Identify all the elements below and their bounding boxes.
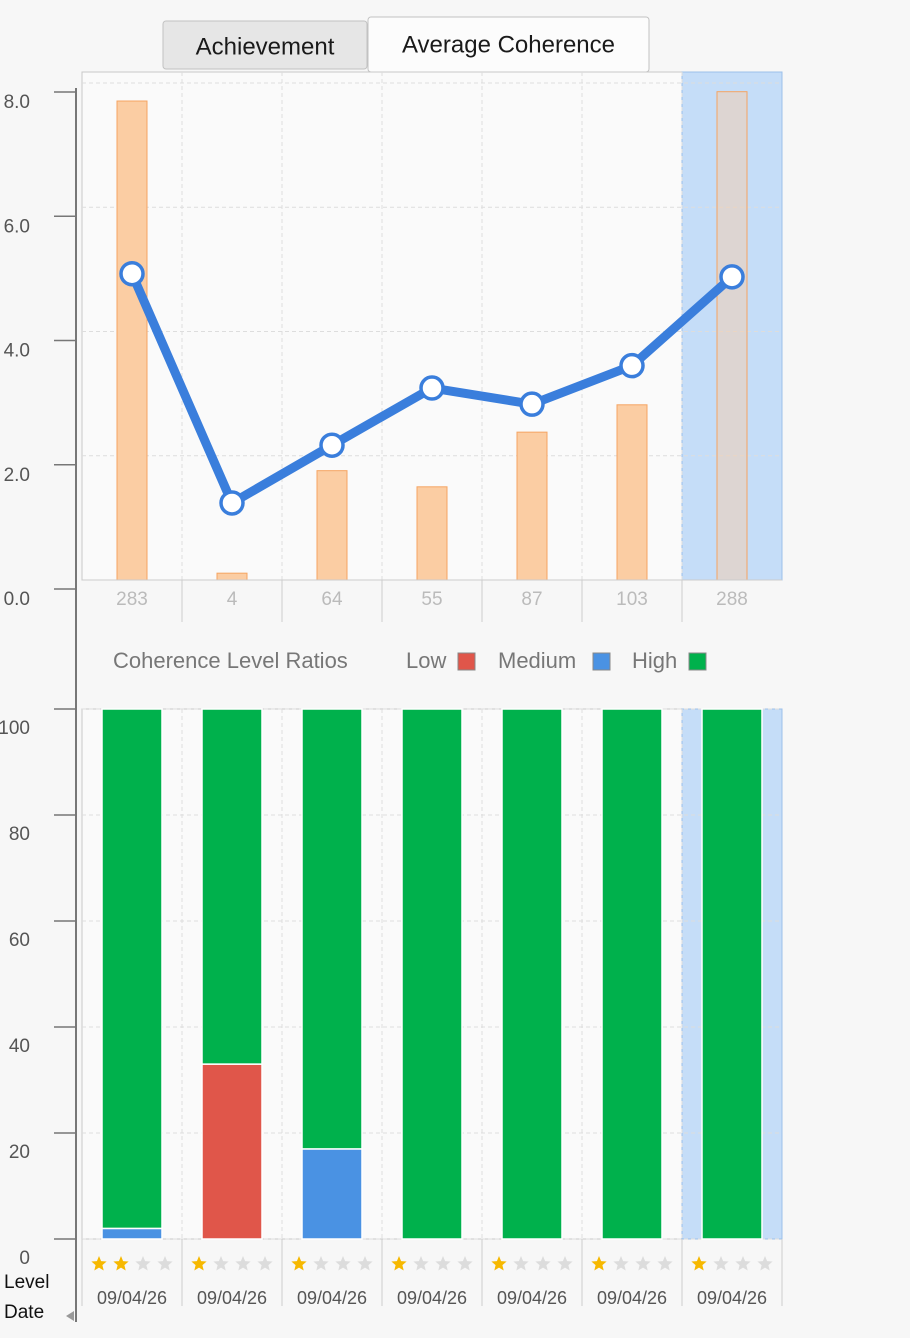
star-filled (591, 1256, 607, 1271)
star-empty (635, 1256, 651, 1271)
line-point (219, 490, 245, 516)
star-empty (613, 1256, 629, 1271)
collapse-arrow[interactable] (66, 1311, 74, 1321)
star-empty (135, 1256, 151, 1271)
line-point (719, 264, 745, 290)
line-point (319, 432, 345, 458)
bar-segment (101, 1227, 163, 1240)
line-point (519, 391, 545, 417)
date-label: 09/04/26 (697, 1288, 767, 1308)
bar-segment (201, 1063, 263, 1240)
star-filled (691, 1256, 707, 1271)
bar-segment (401, 708, 463, 1240)
star-empty (413, 1256, 429, 1271)
line-point (419, 375, 445, 401)
tab-label[interactable]: Achievement (196, 33, 335, 60)
star-empty (735, 1256, 751, 1271)
date-label: 09/04/26 (397, 1288, 467, 1308)
date-label: 09/04/26 (197, 1288, 267, 1308)
star-filled (191, 1256, 207, 1271)
date-label: 09/04/26 (297, 1288, 367, 1308)
star-empty (313, 1256, 329, 1271)
y-tick-label: 0.0 (4, 589, 30, 610)
date-label: 09/04/26 (497, 1288, 567, 1308)
star-empty (757, 1256, 773, 1271)
star-filled (91, 1256, 107, 1271)
bar (516, 431, 548, 581)
bar-segment (301, 1148, 363, 1240)
y-tick-label: 4.0 (4, 341, 30, 362)
bar-segment (601, 708, 663, 1240)
line-point (119, 260, 145, 287)
star-empty (513, 1256, 529, 1271)
star-empty (557, 1256, 573, 1271)
star-empty (157, 1256, 173, 1271)
legend-swatch (457, 652, 476, 671)
y-tick-label: 100 (0, 718, 30, 739)
star-empty (335, 1256, 351, 1271)
star-empty (657, 1256, 673, 1271)
legend-label[interactable]: Medium (498, 648, 576, 673)
bar (616, 404, 648, 581)
star-empty (457, 1256, 473, 1271)
star-empty (435, 1256, 451, 1271)
x-tick-label: 55 (421, 589, 442, 610)
y-tick-label: 2.0 (4, 465, 30, 486)
bar (116, 100, 148, 581)
bar-segment (101, 708, 163, 1230)
star-filled (491, 1256, 507, 1271)
y-tick-label: 20 (9, 1142, 30, 1163)
star-empty (235, 1256, 251, 1271)
y-tick-label: 8.0 (4, 92, 30, 113)
legend-swatch (592, 652, 611, 671)
date-label: 09/04/26 (97, 1288, 167, 1308)
x-tick-label: 288 (716, 589, 748, 610)
legend-label[interactable]: Low (406, 648, 446, 673)
star-empty (213, 1256, 229, 1271)
x-tick-label: 64 (321, 589, 343, 610)
legend-swatch (688, 652, 707, 671)
star-filled (391, 1256, 407, 1271)
x-tick-label: 4 (227, 589, 238, 610)
row-label: Level (4, 1272, 49, 1293)
bar-segment (301, 708, 363, 1150)
row-label: Date (4, 1302, 44, 1323)
star-empty (257, 1256, 273, 1271)
line-point (619, 352, 645, 379)
y-tick-label: 0 (19, 1248, 30, 1269)
star-empty (713, 1256, 729, 1271)
y-tick-label: 6.0 (4, 216, 30, 237)
tab[interactable] (162, 20, 368, 70)
bar (716, 91, 748, 581)
y-tick-label: 80 (9, 824, 30, 845)
star-filled (291, 1256, 307, 1271)
bar (416, 486, 448, 581)
y-tick-label: 40 (9, 1036, 30, 1057)
bar-segment (501, 708, 563, 1240)
x-tick-label: 283 (116, 589, 148, 610)
legend-label[interactable]: High (632, 648, 677, 673)
x-tick-label: 103 (616, 589, 648, 610)
date-label: 09/04/26 (597, 1288, 667, 1308)
tab-label[interactable]: Average Coherence (402, 31, 615, 58)
star-empty (535, 1256, 551, 1271)
bar-segment (201, 708, 263, 1065)
bar-segment (701, 708, 763, 1240)
y-tick-label: 60 (9, 930, 30, 951)
bar (216, 572, 248, 581)
bar (316, 470, 348, 581)
legend-title: Coherence Level Ratios (113, 648, 348, 673)
x-tick-label: 87 (521, 589, 542, 610)
star-filled (113, 1256, 129, 1271)
star-empty (357, 1256, 373, 1271)
